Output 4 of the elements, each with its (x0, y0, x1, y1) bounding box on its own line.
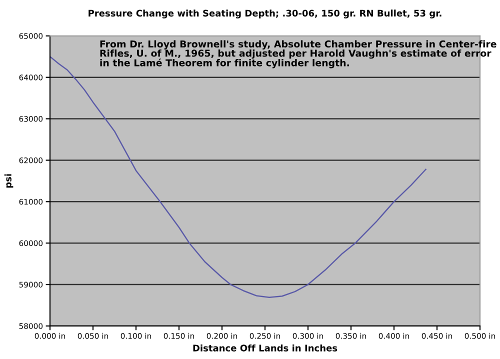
chart-title: Pressure Change with Seating Depth; .30-06, 150 gr. RN Bullet, 53 gr. (88, 10, 442, 18)
annotation: From Dr. Lloyd Brownell's study, Absolute Chamber Pressure in Center-fire Rifles, U. of M., 1965, but adjusted per Harold Vaughn's estimate of error in the Lamé Theorem for finite cylinder length. (100, 40, 496, 68)
x-axis-title: Distance Off Lands in Inches (193, 344, 338, 352)
y-axis-title: psi (4, 174, 14, 188)
